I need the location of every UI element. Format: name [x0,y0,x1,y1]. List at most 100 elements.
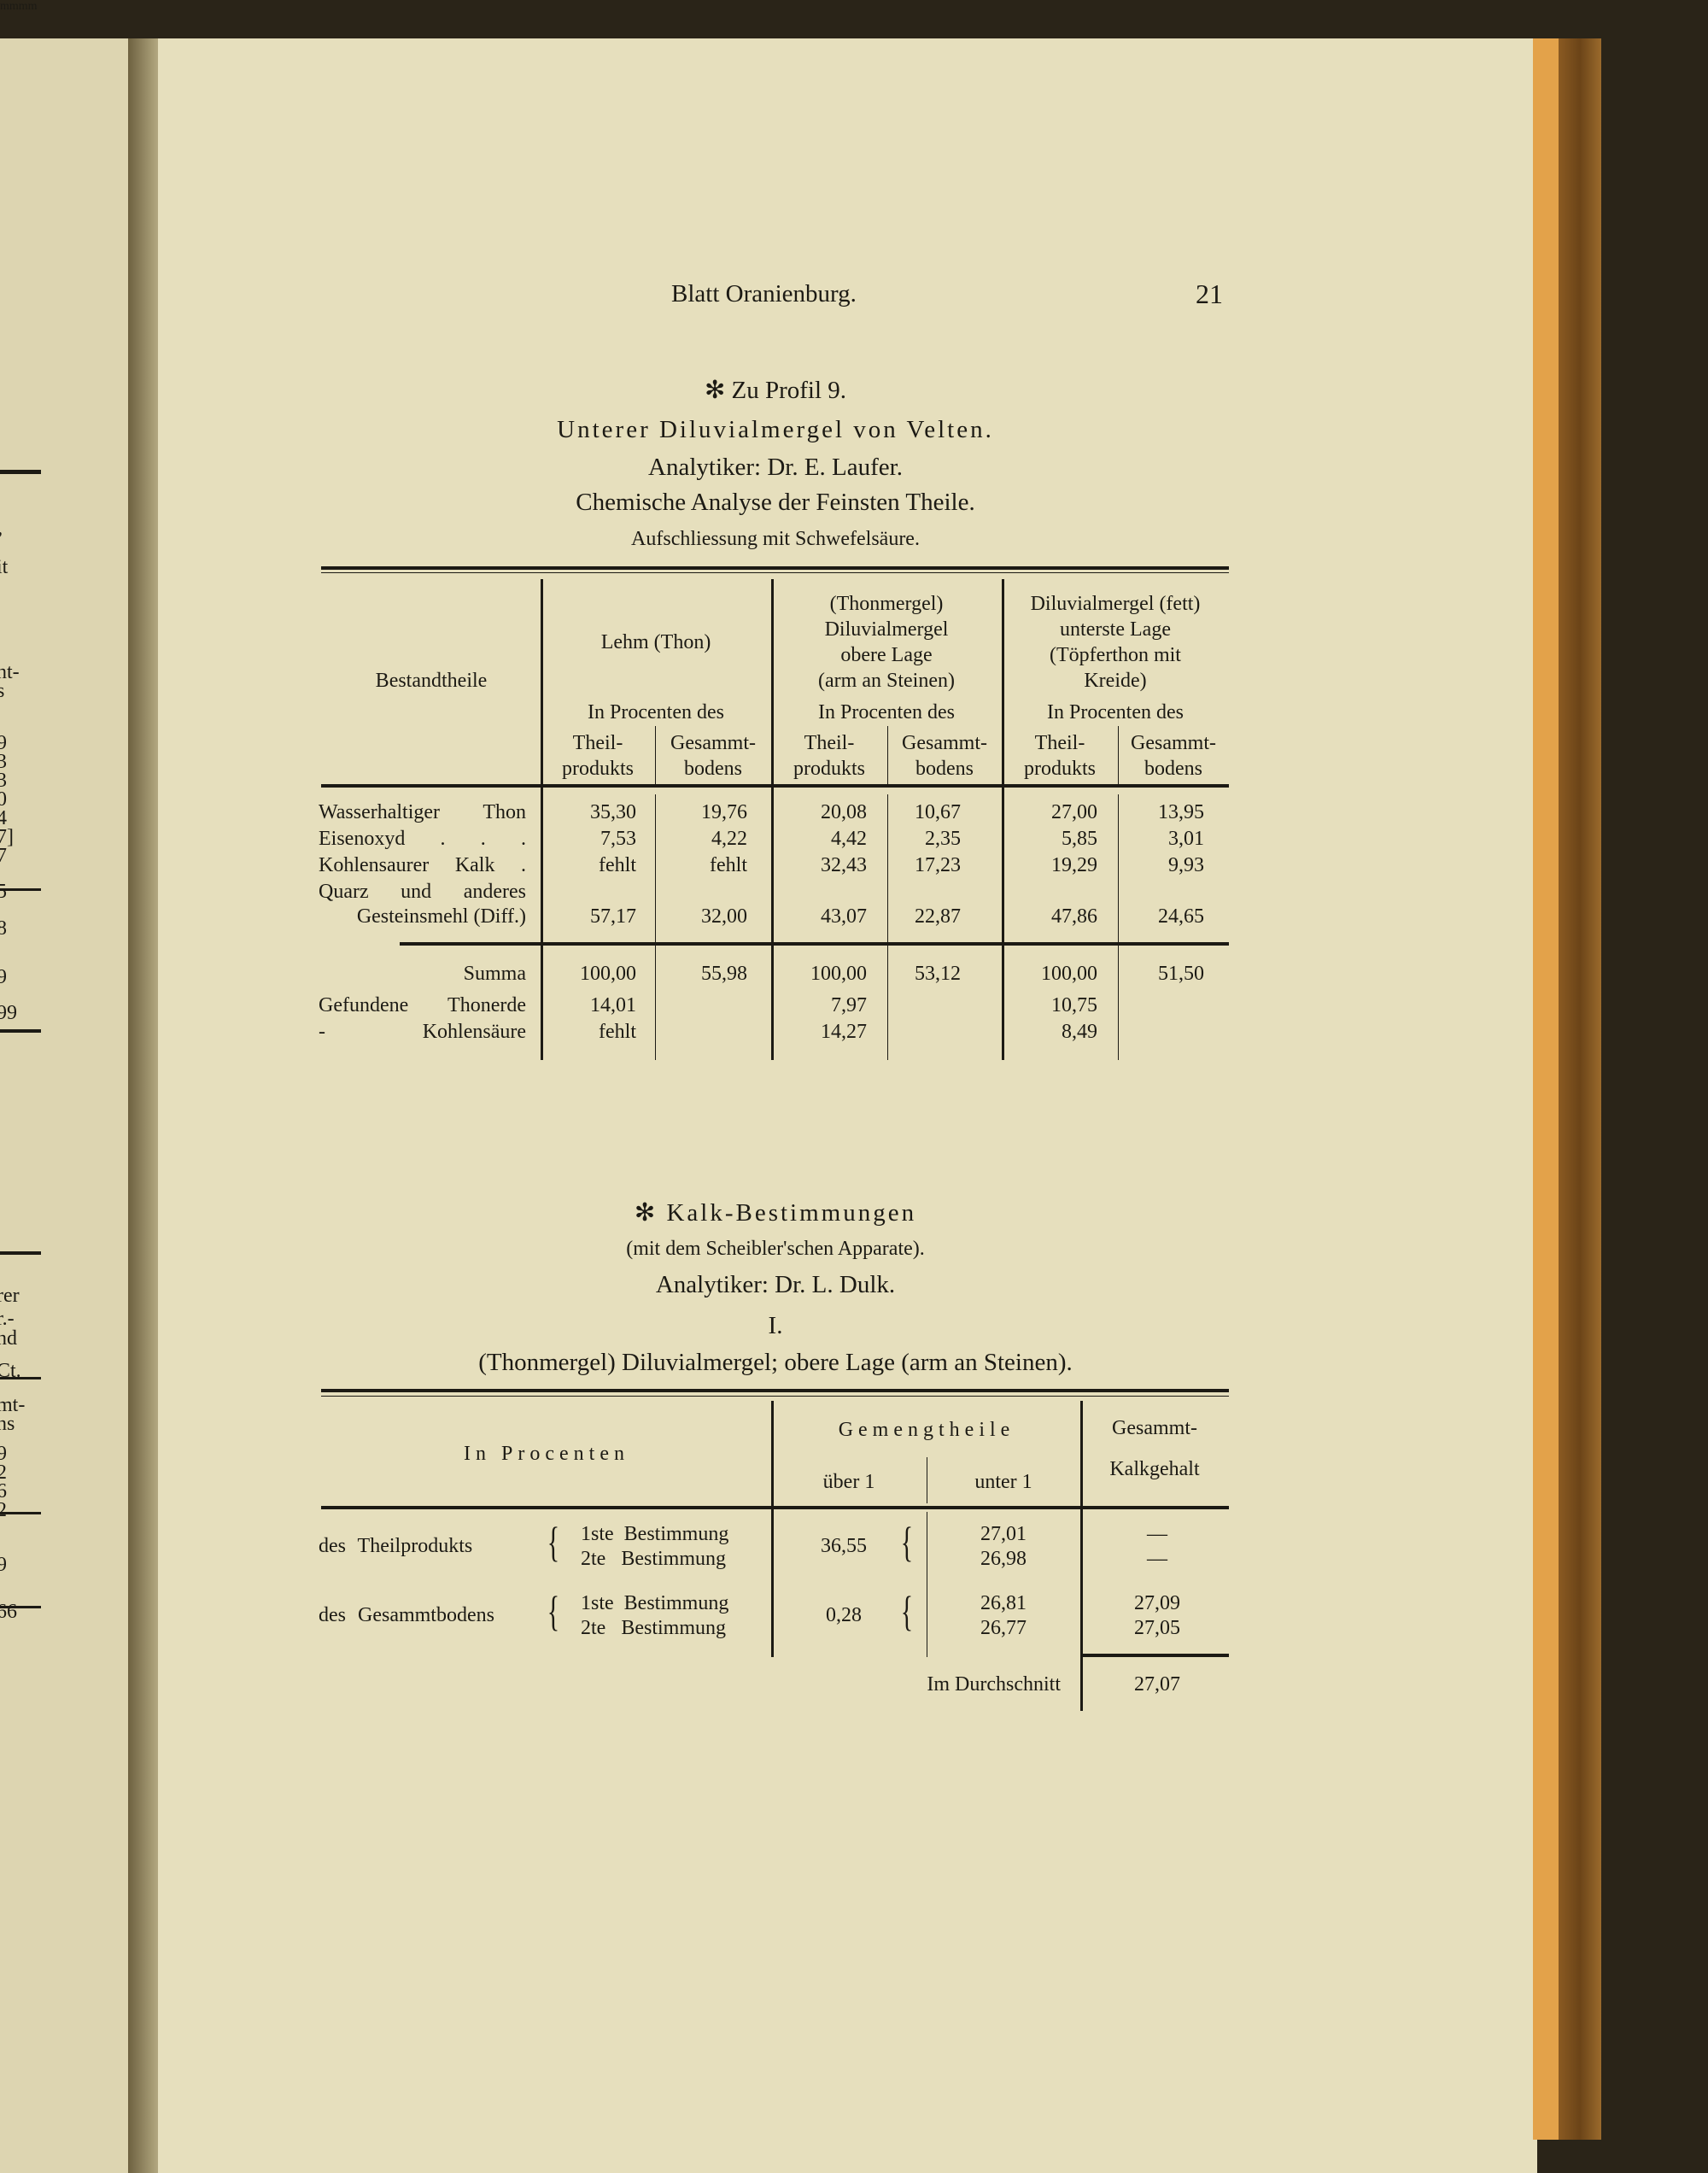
left-page-fragment: 66 [0,1601,17,1623]
brace: { [900,1587,914,1635]
cell-value: 57,17 [590,905,636,928]
group-header: (arm an Steinen) [818,670,955,692]
left-page-fragment: nt- [0,661,20,683]
cell-value: 26,77 [980,1617,1027,1639]
column-rule [1002,579,1004,1060]
section-heading: ✻ Zu Profil 9. [704,377,847,404]
cell-value: 14,27 [821,1021,867,1043]
subcolumn-header: bodens [684,758,742,780]
cell-value: 8,49 [1062,1021,1097,1043]
left-page-fragment: s [0,680,5,702]
left-page-fragment: 9 [0,1443,7,1465]
cell-value: 4,42 [831,828,867,850]
cell-value: 35,30 [590,801,636,823]
row-label: des Gesammtbodens [319,1604,494,1626]
subcolumn-header: bodens [915,758,974,780]
left-page-fragment: it [0,556,9,578]
left-page-fragment: nd [0,1327,17,1350]
table-caption: (Thonmergel) Diluvialmergel; obere Lage … [478,1349,1073,1376]
section-subtitle: (mit dem Scheibler'schen Apparate). [626,1238,925,1260]
table-number: I. [768,1312,783,1339]
row-label: Wasserhaltiger Thon [319,801,526,823]
column-header: Bestandtheile [375,670,488,692]
cell-value: 0,28 [826,1604,862,1626]
left-page-fragment: 8 [0,917,7,940]
left-rule [0,1606,41,1608]
column-header: Gesammt- [1112,1417,1197,1439]
cell-value: 100,00 [1041,963,1097,985]
brace: { [547,1518,560,1566]
left-page-fragment: 9 [0,1554,7,1576]
page-content: Blatt Oranienburg. 21 ✻ Zu Profil 9. Unt… [0,0,1708,1711]
cell-value: 36,55 [821,1535,867,1557]
left-page-fragment: 99 [0,1002,17,1024]
column-rule [771,579,774,1060]
average-value: 27,07 [1134,1673,1180,1696]
left-page-fragment: ’ [0,530,3,550]
subcolumn-header: produkts [793,758,865,780]
cell-value: — [1147,1548,1167,1570]
top-rule [321,566,1229,570]
row-label: Gefundene Thonerde [319,994,526,1016]
cell-value: 20,08 [821,801,867,823]
subcolumn-rule [655,794,656,1060]
header-rule [321,1506,1229,1509]
determination-label: 1ste Bestimmung [581,1592,729,1614]
left-page-fragment: 3 [0,770,7,792]
cell-value: 100,00 [580,963,636,985]
row-label: Eisenoxyd . . . [319,828,526,850]
cell-value: 2,35 [925,828,961,850]
left-rule [0,1029,41,1033]
left-rule [0,1251,41,1255]
group-header: Diluvialmergel (fett) [1030,593,1201,615]
determination-label: 1ste Bestimmung [581,1523,729,1545]
subcolumn-header: Theil- [804,732,855,754]
analysis-title: Chemische Analyse der Feinsten Theile. [576,489,975,516]
cell-value: 19,29 [1051,854,1097,876]
cell-value: 27,01 [980,1523,1027,1545]
group-subheader: In Procenten des [818,701,955,723]
left-page-fragment: mt- [0,1394,26,1416]
top-rule-thin [321,572,1229,573]
cell-value: 7,97 [831,994,867,1016]
left-page-fragment: 2 [0,1461,7,1484]
cell-value: 5,85 [1062,828,1097,850]
subcolumn-header: über 1 [822,1471,875,1493]
left-page-fragment: 2 [0,1499,7,1521]
group-header: Gemengtheile [838,1419,1015,1441]
cell-value: 10,75 [1051,994,1097,1016]
left-page-fragment: 6 [0,1480,7,1502]
left-page-fragment: 4 [0,807,7,829]
subcolumn-header: unter 1 [974,1471,1032,1493]
cell-value: 47,86 [1051,905,1097,928]
section-subtitle: Unterer Diluvialmergel von Velten. [557,416,994,443]
subcolumn-header: Theil- [1034,732,1085,754]
unit-superscript: mm [18,0,38,13]
cell-value: 4,22 [711,828,747,850]
left-page-fragment: 5 [0,881,7,903]
cell-value: 7,53 [600,828,636,850]
left-page-fragment [0,38,128,2173]
cell-value: 27,00 [1051,801,1097,823]
analyst: Analytiker: Dr. E. Laufer. [648,454,903,481]
cell-value: 24,65 [1158,905,1204,928]
cell-value: 27,09 [1134,1592,1180,1614]
subcolumn-rule [1118,726,1119,788]
page [158,38,1537,2173]
group-header: Kreide) [1084,670,1147,692]
determination-label: 2te Bestimmung [581,1548,726,1570]
kalk-table: In Procenten Gemengtheile über 1 mm unter 1 m… [0,0,1708,1711]
cell-value: 9,93 [1168,854,1204,876]
cell-value: 17,23 [915,854,961,876]
cell-value: fehlt [710,854,747,876]
row-label: Summa [463,963,526,985]
left-rule [0,1512,41,1514]
subcolumn-rule [887,726,888,788]
row-label: Kohlensaurer Kalk . [319,854,526,876]
cell-value: 27,05 [1134,1617,1180,1639]
cell-value: 10,67 [915,801,961,823]
left-page-fragment: 9 [0,732,7,754]
column-rule [1080,1401,1083,1711]
left-page-fragment: rer [0,1285,20,1307]
brace: { [547,1587,560,1635]
